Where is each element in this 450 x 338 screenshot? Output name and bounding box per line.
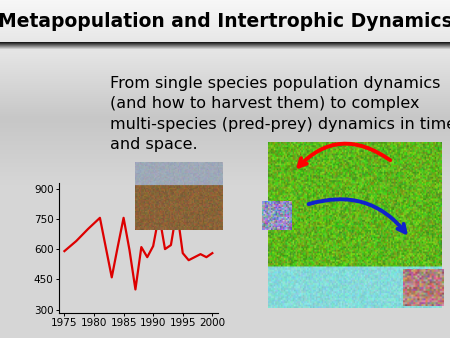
Text: Metapopulation and Intertrophic Dynamics: Metapopulation and Intertrophic Dynamics bbox=[0, 13, 450, 31]
Text: From single species population dynamics
(and how to harvest them) to complex
mul: From single species population dynamics … bbox=[110, 76, 450, 152]
